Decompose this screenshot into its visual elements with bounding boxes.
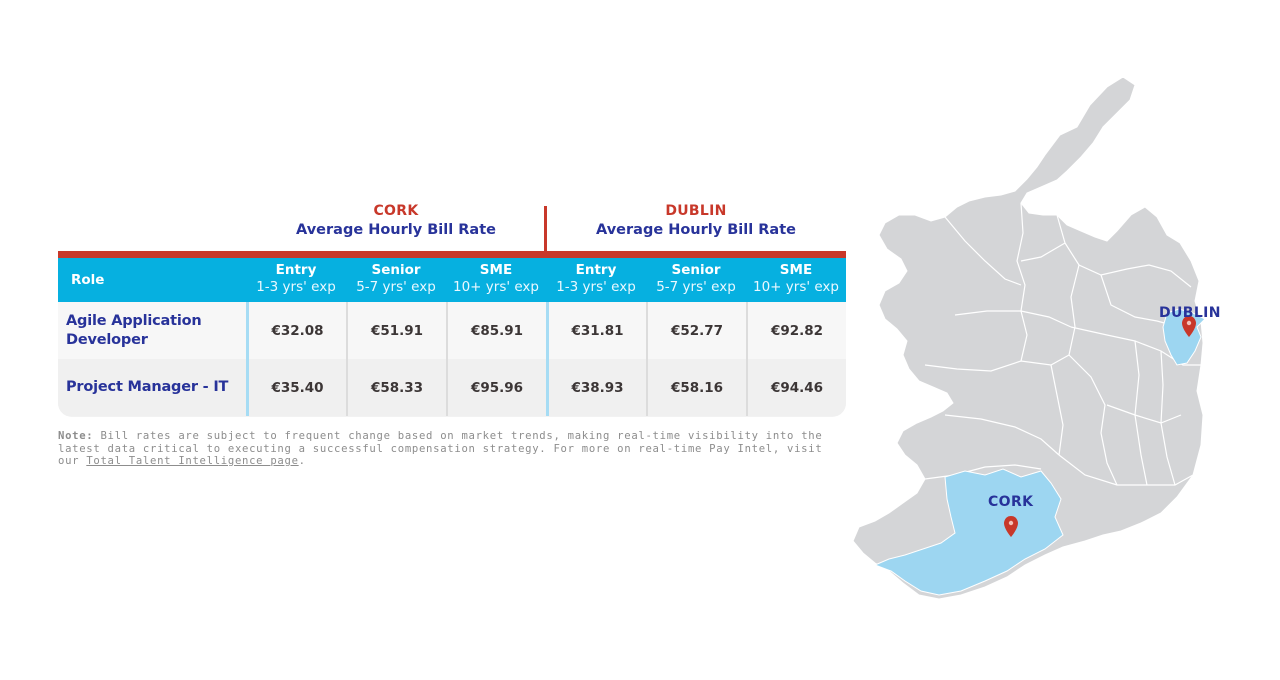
rate-cell: €38.93 [546, 359, 646, 416]
ireland-landmass [852, 76, 1204, 600]
dublin-map-label: DUBLIN [1159, 305, 1221, 321]
role-name: Agile Application Developer [66, 312, 202, 348]
column-header-dublin-entry: Entry 1-3 yrs' exp [546, 258, 646, 302]
table-accent-bar [58, 251, 846, 258]
note-end: . [298, 455, 306, 467]
rate-cell: €85.91 [446, 302, 546, 359]
column-header-cork-senior: Senior 5-7 yrs' exp [346, 258, 446, 302]
dublin-header: DUBLIN Average Hourly Bill Rate [546, 202, 846, 240]
column-level: Entry [575, 262, 617, 278]
column-exp: 10+ yrs' exp [753, 279, 839, 295]
table-row: Agile Application Developer €32.08 €51.9… [58, 302, 846, 359]
column-header-cork-sme: SME 10+ yrs' exp [446, 258, 546, 302]
column-level: Senior [671, 262, 721, 278]
column-exp: 10+ yrs' exp [453, 279, 539, 295]
column-header-dublin-sme: SME 10+ yrs' exp [746, 258, 846, 302]
cork-title: CORK [373, 203, 419, 219]
role-column-header: Role [71, 272, 105, 288]
footnote: Note: Bill rates are subject to frequent… [58, 430, 848, 468]
rate-cell: €35.40 [246, 359, 346, 416]
column-level: Senior [371, 262, 421, 278]
table-header: Role Entry 1-3 yrs' exp Senior 5-7 yrs' … [58, 258, 846, 302]
rate-cell: €32.08 [246, 302, 346, 359]
rate-cell: €52.77 [646, 302, 746, 359]
note-text: Bill rates are subject to frequent chang… [58, 430, 823, 467]
column-exp: 5-7 yrs' exp [356, 279, 436, 295]
column-header-dublin-senior: Senior 5-7 yrs' exp [646, 258, 746, 302]
ireland-map-graphic [852, 76, 1206, 600]
column-level: SME [779, 262, 813, 278]
column-level: SME [479, 262, 513, 278]
table-row: Project Manager - IT €35.40 €58.33 €95.9… [58, 359, 846, 416]
column-exp: 5-7 yrs' exp [656, 279, 736, 295]
dublin-location-pin-icon [1182, 316, 1196, 337]
bill-rate-table: Role Entry 1-3 yrs' exp Senior 5-7 yrs' … [58, 251, 846, 417]
note-label: Note: [58, 430, 94, 442]
dublin-title: DUBLIN [665, 203, 727, 219]
dublin-subtitle: Average Hourly Bill Rate [596, 222, 796, 238]
rate-cell: €51.91 [346, 302, 446, 359]
cork-county-region [873, 468, 1064, 596]
county-borders [924, 202, 1201, 486]
cork-subtitle: Average Hourly Bill Rate [296, 222, 496, 238]
total-talent-intelligence-link[interactable]: Total Talent Intelligence page [86, 455, 299, 467]
rate-cell: €58.16 [646, 359, 746, 416]
role-name: Project Manager - IT [66, 379, 229, 395]
city-divider [544, 206, 547, 253]
rate-cell: €58.33 [346, 359, 446, 416]
rate-cell: €31.81 [546, 302, 646, 359]
column-level: Entry [275, 262, 317, 278]
column-header-cork-entry: Entry 1-3 yrs' exp [246, 258, 346, 302]
cork-location-pin-icon [1004, 516, 1018, 537]
column-exp: 1-3 yrs' exp [556, 279, 636, 295]
rate-cell: €94.46 [746, 359, 846, 416]
city-headers: CORK Average Hourly Bill Rate DUBLIN Ave… [58, 202, 846, 253]
cork-header: CORK Average Hourly Bill Rate [246, 202, 546, 240]
cork-map-label: CORK [988, 494, 1034, 510]
ireland-map: DUBLIN CORK [845, 65, 1235, 610]
rate-cell: €92.82 [746, 302, 846, 359]
column-exp: 1-3 yrs' exp [256, 279, 336, 295]
rate-cell: €95.96 [446, 359, 546, 416]
